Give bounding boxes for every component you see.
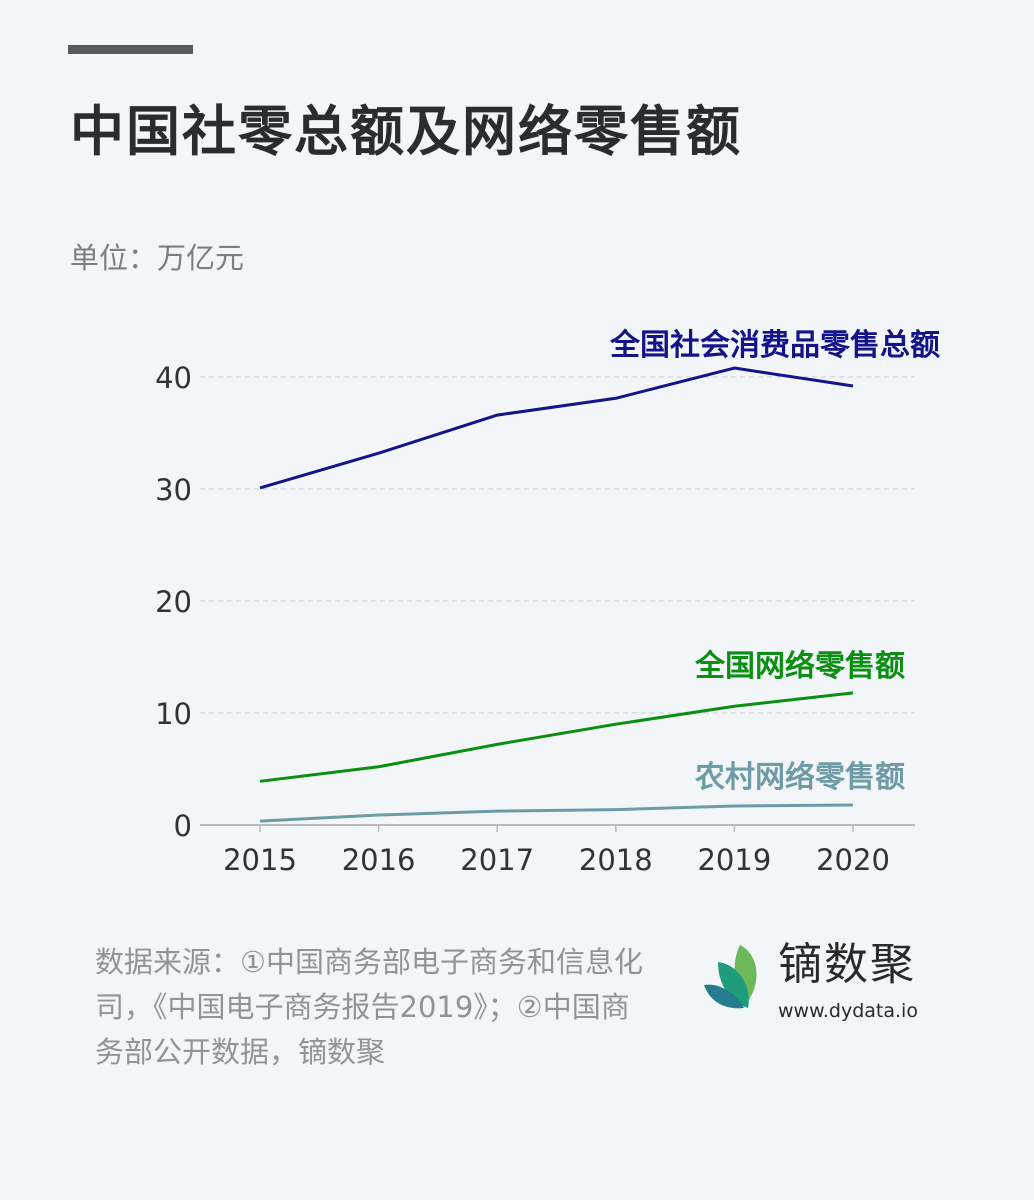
x-tick-label: 2018 [579,843,653,877]
logo: 镝数聚 www.dydata.io [700,940,940,1030]
y-tick-label: 30 [155,473,192,507]
x-tick-label: 2016 [342,843,416,877]
series-label: 农村网络零售额 [694,760,905,795]
series-line [259,691,854,783]
series-label: 全国网络零售额 [694,649,905,684]
y-tick-label: 40 [155,361,192,395]
title-accent-bar [68,45,193,54]
page-title: 中国社零总额及网络零售额 [70,100,742,163]
series-label: 全国社会消费品零售总额 [609,328,940,363]
logo-url: www.dydata.io [778,1000,918,1022]
x-tick-label: 2017 [460,843,534,877]
series-line [259,803,854,823]
x-tick-label: 2020 [816,843,890,877]
leaf-logo-icon [704,945,757,1009]
source-note: 数据来源：①中国商务部电子商务和信息化司，《中国电子商务报告2019》；②中国商… [95,945,643,1069]
y-tick-label: 0 [174,809,192,843]
logo-name: 镝数聚 [778,939,916,990]
x-tick-label: 2015 [223,843,297,877]
y-tick-label: 10 [155,697,192,731]
y-tick-label: 20 [155,585,192,619]
x-tick-label: 2019 [697,843,771,877]
series-line [259,366,854,490]
line-chart: 0 10 20 30 40 2015 2016 2017 2018 2019 2020 全国社会消费品… [155,328,940,877]
unit-label: 单位：万亿元 [70,241,245,275]
